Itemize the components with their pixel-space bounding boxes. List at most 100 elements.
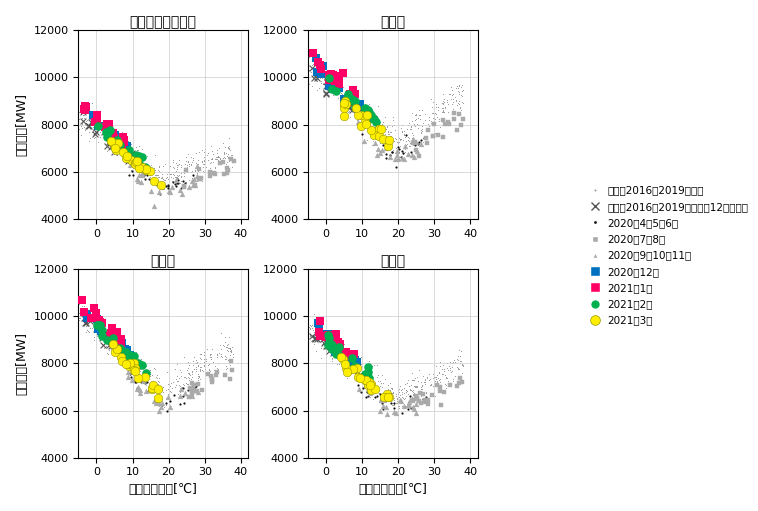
- Point: [211, 353, 224, 361]
- Point: [387, 401, 399, 409]
- Point: [74, 312, 86, 320]
- Point: [84, 134, 96, 142]
- Point: [91, 321, 103, 330]
- Point: [204, 350, 216, 358]
- Point: [403, 398, 415, 406]
- Point: [145, 187, 157, 195]
- Point: [408, 121, 420, 129]
- Point: [153, 384, 165, 392]
- Point: [409, 146, 421, 154]
- Point: [372, 131, 384, 140]
- Point: [384, 384, 396, 392]
- Point: [99, 343, 111, 352]
- Point: [113, 134, 125, 142]
- Point: [90, 111, 102, 119]
- Point: [456, 357, 468, 365]
- Point: [142, 369, 154, 378]
- Point: [111, 150, 123, 158]
- Point: [317, 85, 329, 94]
- Point: [107, 348, 119, 356]
- Point: [163, 187, 175, 195]
- Point: [127, 158, 139, 166]
- Point: [452, 364, 464, 372]
- Point: [218, 152, 230, 160]
- Point: [152, 177, 164, 185]
- Point: [438, 98, 450, 106]
- Point: [189, 359, 201, 367]
- Point: [106, 340, 118, 348]
- Point: [437, 114, 449, 123]
- Point: [393, 404, 405, 412]
- Point: [437, 361, 449, 369]
- Point: [109, 138, 121, 147]
- Point: [337, 355, 349, 363]
- Point: [385, 135, 397, 143]
- Point: [116, 349, 128, 357]
- Point: [87, 123, 99, 131]
- Point: [404, 397, 416, 405]
- Point: [380, 387, 392, 395]
- Point: [312, 331, 324, 339]
- Point: [105, 126, 117, 134]
- Point: [137, 162, 149, 171]
- Point: [180, 162, 193, 171]
- Point: [224, 347, 236, 355]
- Point: [411, 373, 423, 381]
- Point: [156, 174, 168, 182]
- Point: [357, 369, 369, 377]
- Point: [183, 368, 195, 377]
- Point: [317, 71, 329, 79]
- Point: [124, 352, 136, 360]
- Point: [406, 387, 418, 395]
- Point: [192, 156, 204, 164]
- Point: [349, 350, 362, 358]
- Point: [108, 336, 120, 344]
- Point: [80, 119, 92, 127]
- Point: [446, 107, 458, 115]
- Point: [122, 343, 134, 351]
- Point: [309, 75, 321, 83]
- Point: [450, 84, 462, 92]
- Point: [133, 364, 146, 373]
- Point: [140, 165, 152, 173]
- Point: [173, 160, 185, 168]
- Point: [101, 127, 113, 135]
- Point: [452, 352, 464, 360]
- Point: [326, 87, 338, 95]
- Point: [192, 374, 204, 382]
- Point: [93, 322, 105, 331]
- Point: [150, 177, 162, 185]
- Point: [121, 152, 133, 160]
- Point: [309, 51, 321, 59]
- Point: [110, 141, 122, 149]
- Point: [157, 388, 169, 397]
- Point: [340, 353, 352, 361]
- Point: [332, 338, 344, 346]
- Point: [153, 374, 165, 382]
- Point: [87, 110, 99, 119]
- Point: [219, 355, 231, 363]
- Point: [377, 141, 389, 149]
- Point: [162, 380, 174, 388]
- Point: [352, 105, 364, 113]
- Point: [415, 400, 427, 408]
- Point: [177, 392, 189, 400]
- Point: [194, 365, 206, 374]
- Point: [123, 171, 135, 179]
- Point: [426, 103, 438, 111]
- Point: [124, 146, 136, 154]
- Point: [214, 341, 226, 349]
- Point: [441, 98, 453, 106]
- Point: [110, 352, 122, 360]
- Point: [99, 338, 111, 346]
- Point: [92, 322, 105, 331]
- Point: [226, 162, 238, 171]
- Point: [349, 105, 361, 113]
- Point: [210, 371, 222, 379]
- Point: [431, 377, 443, 385]
- Point: [168, 158, 180, 167]
- Point: [330, 347, 342, 356]
- Point: [352, 96, 365, 104]
- Point: [346, 103, 359, 111]
- Point: [180, 157, 193, 166]
